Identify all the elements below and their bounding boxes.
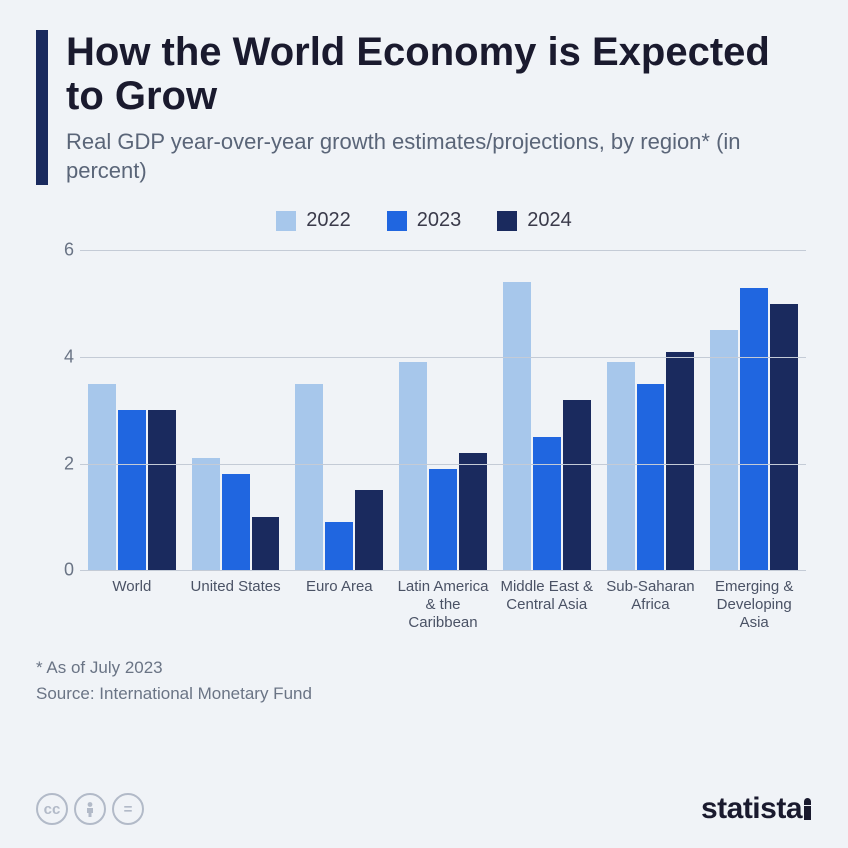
y-tick-label: 2	[46, 453, 74, 474]
bar	[637, 384, 665, 571]
bar-group	[599, 250, 703, 570]
bar	[88, 384, 116, 571]
bar	[607, 362, 635, 570]
bar	[399, 362, 427, 570]
x-axis-label: Euro Area	[287, 572, 391, 630]
footnote: * As of July 2023	[36, 655, 812, 681]
gridline	[80, 357, 806, 358]
brand-dot-icon	[804, 798, 812, 820]
chart-area: 0246 WorldUnited StatesEuro AreaLatin Am…	[62, 250, 806, 630]
bar	[429, 469, 457, 570]
legend-item: 2023	[387, 209, 462, 232]
x-axis-label: Latin America & the Caribbean	[391, 572, 495, 630]
bar	[563, 400, 591, 571]
bar	[710, 330, 738, 570]
bar-group	[391, 250, 495, 570]
x-axis-label: Emerging & Developing Asia	[702, 572, 806, 630]
bar-group	[80, 250, 184, 570]
legend-label: 2022	[306, 209, 351, 232]
infographic-container: How the World Economy is Expected to Gro…	[0, 0, 848, 848]
bar	[325, 522, 353, 570]
legend-item: 2024	[497, 209, 572, 232]
plot-area: 0246	[80, 250, 806, 570]
bar-group	[287, 250, 391, 570]
bar-group	[495, 250, 599, 570]
bar	[740, 288, 768, 571]
x-axis-label: United States	[184, 572, 288, 630]
chart-title: How the World Economy is Expected to Gro…	[66, 30, 812, 118]
bar	[503, 282, 531, 570]
bar	[355, 490, 383, 570]
legend-item: 2022	[276, 209, 351, 232]
bar-group	[702, 250, 806, 570]
gridline	[80, 464, 806, 465]
nd-icon: =	[112, 793, 144, 825]
x-axis-label: Middle East & Central Asia	[495, 572, 599, 630]
source: Source: International Monetary Fund	[36, 681, 812, 707]
bar	[295, 384, 323, 571]
legend-label: 2024	[527, 209, 572, 232]
bar	[666, 352, 694, 571]
bar	[459, 453, 487, 570]
bar	[252, 517, 280, 570]
chart-subtitle: Real GDP year-over-year growth estimates…	[66, 128, 812, 185]
legend-swatch	[497, 211, 517, 231]
y-tick-label: 4	[46, 346, 74, 367]
y-tick-label: 6	[46, 240, 74, 261]
by-icon	[74, 793, 106, 825]
accent-bar	[36, 30, 48, 185]
cc-icon: cc	[36, 793, 68, 825]
x-axis-labels: WorldUnited StatesEuro AreaLatin America…	[80, 572, 806, 630]
x-axis-label: World	[80, 572, 184, 630]
bar	[148, 410, 176, 570]
header-text: How the World Economy is Expected to Gro…	[66, 30, 812, 185]
legend-swatch	[387, 211, 407, 231]
y-tick-label: 0	[46, 560, 74, 581]
brand-logo: statista	[701, 792, 812, 826]
bar	[192, 458, 220, 570]
bar	[533, 437, 561, 570]
bar	[222, 474, 250, 570]
bar	[118, 410, 146, 570]
gridline	[80, 570, 806, 571]
footer: * As of July 2023 Source: International …	[36, 655, 812, 706]
gridline	[80, 250, 806, 251]
bar-groups	[80, 250, 806, 570]
brand-text: statista	[701, 792, 802, 826]
bar-group	[184, 250, 288, 570]
bottom-row: cc = statista	[36, 792, 812, 826]
legend-label: 2023	[417, 209, 462, 232]
header: How the World Economy is Expected to Gro…	[36, 30, 812, 185]
x-axis-label: Sub-Saharan Africa	[599, 572, 703, 630]
license-icons: cc =	[36, 793, 144, 825]
legend-swatch	[276, 211, 296, 231]
legend: 2022 2023 2024	[36, 209, 812, 232]
bar	[770, 304, 798, 571]
